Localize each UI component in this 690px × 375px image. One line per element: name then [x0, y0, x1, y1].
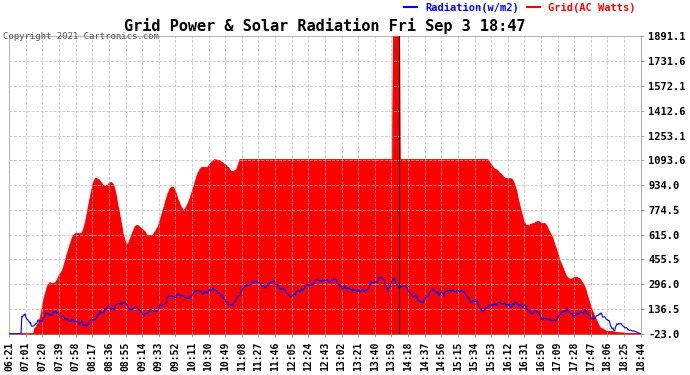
Text: Copyright 2021 Cartronics.com: Copyright 2021 Cartronics.com: [3, 32, 159, 41]
Legend: Radiation(w/m2), Grid(AC Watts): Radiation(w/m2), Grid(AC Watts): [404, 3, 635, 13]
Title: Grid Power & Solar Radiation Fri Sep 3 18:47: Grid Power & Solar Radiation Fri Sep 3 1…: [124, 18, 526, 34]
